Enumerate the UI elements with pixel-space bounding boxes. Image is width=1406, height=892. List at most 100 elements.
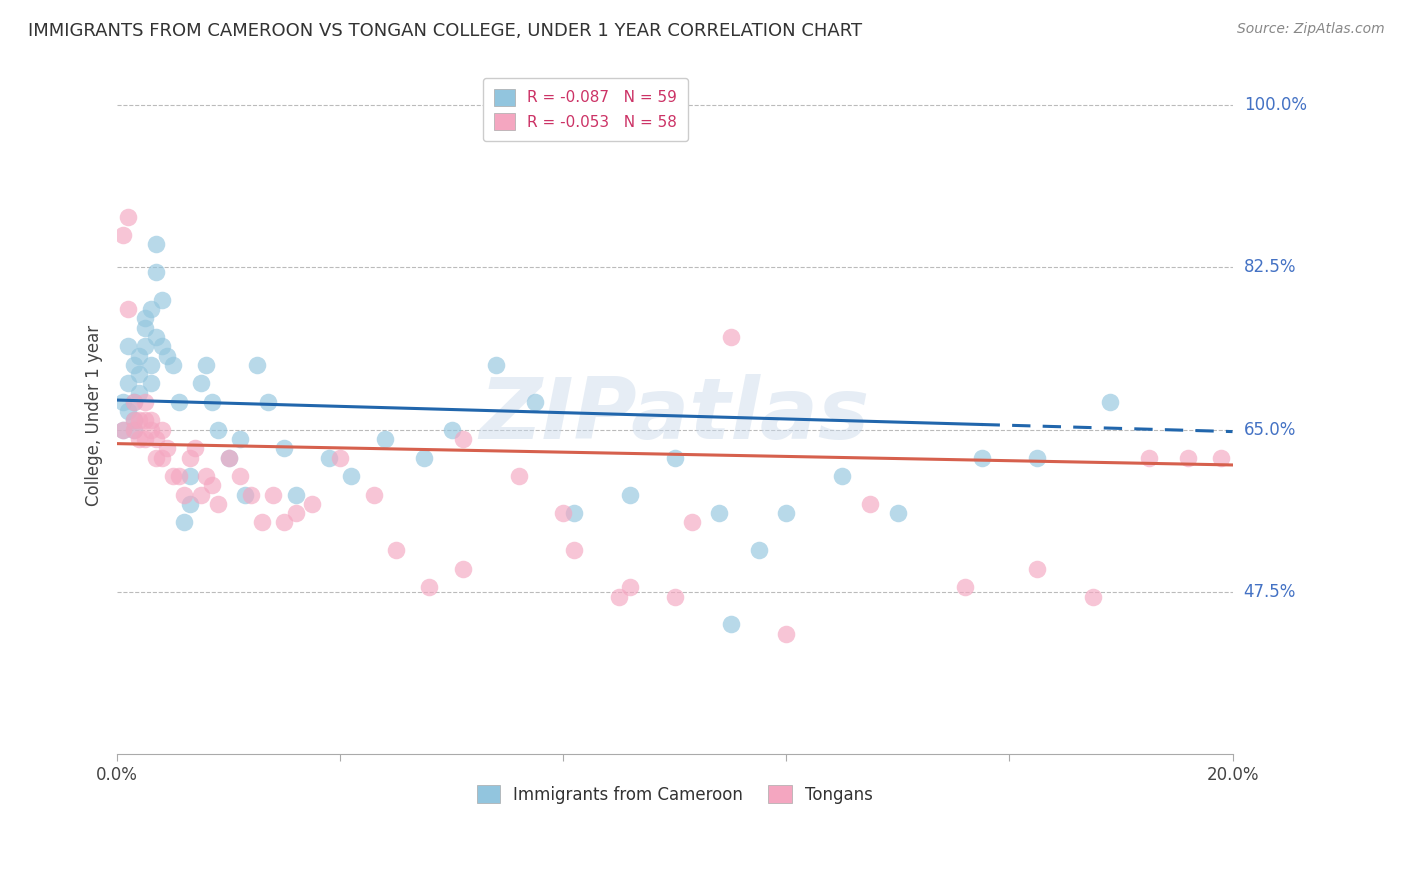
Point (134, 339, 156, 353)
Point (363, 488, 385, 502)
Point (619, 580, 641, 594)
Point (134, 311, 156, 326)
Point (122, 395, 145, 409)
Point (273, 442, 295, 456)
Point (195, 358, 218, 372)
Point (720, 330, 742, 344)
Point (418, 580, 440, 594)
Point (139, 302, 162, 317)
Point (664, 450, 686, 465)
Point (167, 469, 190, 483)
Point (301, 497, 323, 511)
Point (374, 432, 396, 446)
Point (440, 423, 463, 437)
Point (139, 413, 162, 427)
Point (1026, 562, 1049, 576)
Point (122, 423, 145, 437)
Point (122, 423, 145, 437)
Point (709, 506, 731, 520)
Point (329, 450, 352, 465)
Point (273, 516, 295, 530)
Point (619, 488, 641, 502)
Point (485, 358, 508, 372)
Text: Source: ZipAtlas.com: Source: ZipAtlas.com (1237, 22, 1385, 37)
Point (859, 497, 882, 511)
Point (122, 413, 145, 427)
Point (122, 395, 145, 409)
Point (122, 358, 145, 372)
Point (173, 488, 195, 502)
Point (524, 395, 547, 409)
Point (553, 506, 575, 520)
Point (173, 516, 195, 530)
Point (111, 423, 134, 437)
Point (162, 469, 184, 483)
Point (385, 543, 408, 558)
Point (134, 395, 156, 409)
Point (190, 376, 212, 391)
Point (970, 450, 993, 465)
Point (179, 469, 201, 483)
Point (139, 376, 162, 391)
Text: 65.0%: 65.0% (1244, 421, 1296, 439)
Point (117, 404, 139, 418)
Point (122, 413, 145, 427)
Point (564, 506, 586, 520)
Point (1211, 450, 1233, 465)
Point (184, 442, 207, 456)
Point (201, 395, 224, 409)
Point (451, 562, 474, 576)
Point (218, 450, 240, 465)
Point (162, 358, 184, 372)
Point (1137, 450, 1160, 465)
Point (340, 469, 363, 483)
Point (150, 423, 173, 437)
Text: IMMIGRANTS FROM CAMEROON VS TONGAN COLLEGE, UNDER 1 YEAR CORRELATION CHART: IMMIGRANTS FROM CAMEROON VS TONGAN COLLE… (28, 22, 862, 40)
Point (128, 349, 150, 363)
Point (128, 432, 150, 446)
Point (134, 320, 156, 334)
Point (887, 506, 910, 520)
Point (207, 497, 229, 511)
Point (128, 413, 150, 427)
Point (150, 293, 173, 307)
Point (1098, 395, 1121, 409)
Point (607, 590, 630, 604)
Point (145, 265, 167, 279)
Point (139, 358, 162, 372)
Point (953, 580, 976, 594)
Point (831, 469, 853, 483)
Point (145, 237, 167, 252)
Point (134, 413, 156, 427)
Point (664, 590, 686, 604)
Point (1177, 450, 1199, 465)
Point (284, 488, 307, 502)
Point (229, 432, 252, 446)
Point (145, 432, 167, 446)
Point (747, 543, 769, 558)
Point (262, 488, 284, 502)
Text: ZIPatlas: ZIPatlas (479, 375, 870, 458)
Point (190, 488, 212, 502)
Point (128, 367, 150, 381)
Point (201, 478, 224, 492)
Point (229, 469, 252, 483)
Point (150, 450, 173, 465)
Point (179, 497, 201, 511)
Point (156, 442, 179, 456)
Point (240, 488, 263, 502)
Point (1026, 450, 1049, 465)
Point (111, 423, 134, 437)
Point (250, 516, 273, 530)
Point (284, 506, 307, 520)
Point (218, 450, 240, 465)
Point (235, 488, 257, 502)
Point (256, 395, 278, 409)
Text: 82.5%: 82.5% (1244, 259, 1296, 277)
Point (145, 450, 167, 465)
Point (111, 395, 134, 409)
Point (111, 228, 134, 243)
Point (775, 506, 797, 520)
Point (508, 469, 530, 483)
Point (451, 432, 474, 446)
